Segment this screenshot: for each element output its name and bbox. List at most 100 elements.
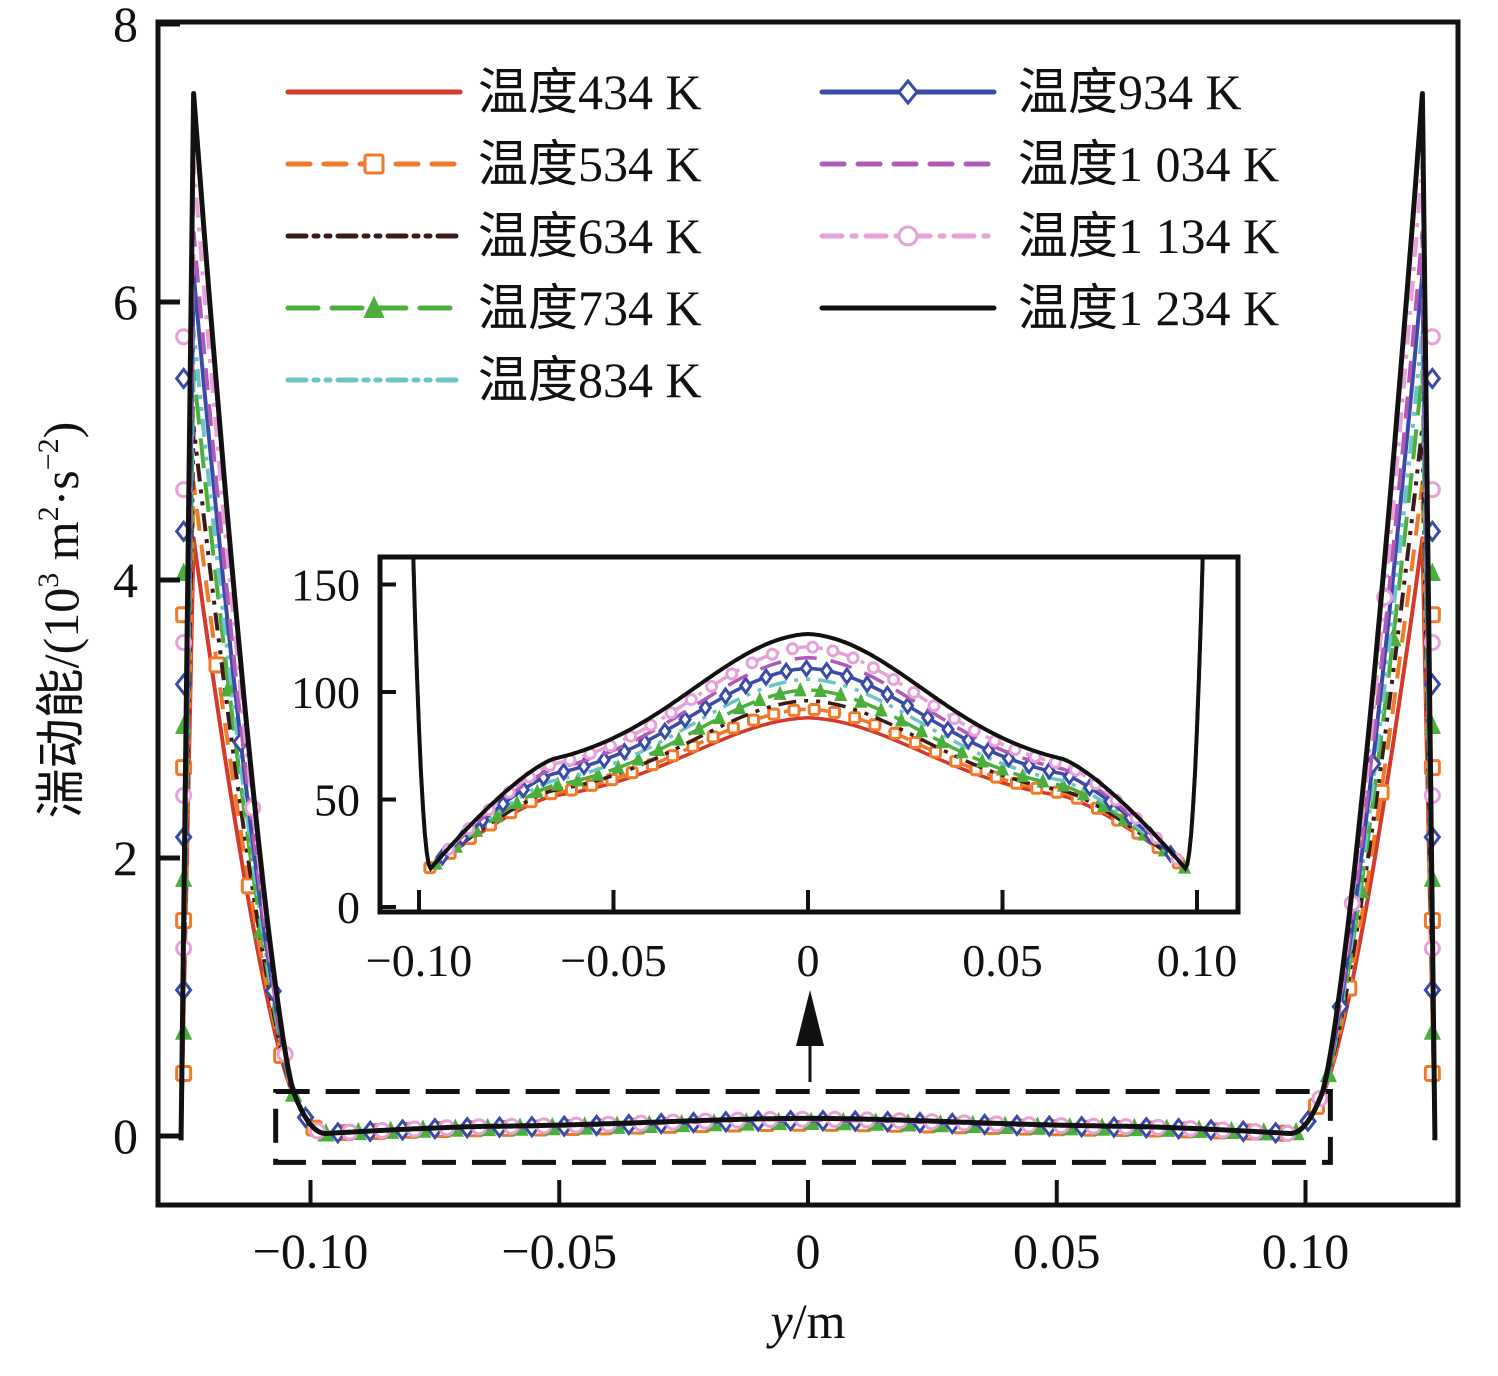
x-tick-label: −0.10 (253, 1223, 369, 1279)
square-marker (747, 713, 761, 727)
diamond-marker (779, 661, 794, 681)
triangle-marker (753, 691, 767, 706)
x-tick-label: 0.10 (1262, 1223, 1350, 1279)
inset-series-line (411, 559, 1205, 872)
legend-label: 温度834 K (478, 352, 702, 408)
circle-marker (806, 640, 820, 654)
diamond-marker (880, 684, 895, 704)
diamond-marker (860, 674, 874, 694)
y-tick-label: 2 (113, 830, 138, 886)
diamond-marker (597, 750, 612, 770)
inset-series-line (411, 559, 1205, 872)
circle-marker (664, 706, 678, 720)
square-marker (827, 705, 841, 719)
x-axis-title: y/m (766, 1293, 846, 1349)
inset-x-tick-label: −0.10 (366, 935, 472, 986)
inset-series-group (411, 559, 1205, 875)
x-tick-label: −0.05 (501, 1223, 617, 1279)
y-tick-label: 8 (113, 0, 138, 52)
diamond-marker (678, 709, 692, 730)
diamond-marker (658, 721, 672, 741)
square-marker (888, 726, 902, 740)
x-tick-label: 0.05 (1013, 1223, 1101, 1279)
diamond-marker (819, 661, 834, 681)
y-axis-title: 湍动能/(103 m2·s−2) (32, 422, 89, 819)
diamond-marker (556, 762, 571, 782)
diamond-marker (900, 696, 915, 716)
triangle-marker (672, 731, 686, 746)
triangle-marker (571, 771, 585, 787)
diamond-marker (1001, 748, 1016, 769)
legend-label: 温度934 K (1018, 64, 1242, 120)
legend-label: 温度434 K (478, 64, 702, 120)
square-marker (807, 703, 821, 717)
inset-pointer-arrow (796, 990, 824, 1082)
triangle-marker (363, 295, 385, 318)
triangle-marker (692, 720, 706, 735)
legend-label: 温度634 K (478, 208, 702, 264)
inset-y-tick-label: 100 (291, 667, 360, 718)
circle-marker (826, 644, 840, 658)
legend-label: 温度1 234 K (1018, 280, 1279, 336)
triangle-marker (1036, 773, 1050, 788)
triangle-marker (975, 753, 989, 768)
main-axes: 0 2 4 6 8 −0.10 −0.05 0 0.05 0.10 (113, 0, 1349, 1279)
triangle-marker (773, 685, 787, 700)
square-marker (787, 703, 801, 717)
y-tick-label: 6 (113, 274, 138, 330)
inset-x-tick-label: 0 (797, 935, 820, 986)
diamond-marker (799, 658, 814, 679)
diamond-marker (759, 667, 773, 687)
circle-marker (967, 723, 981, 737)
inset-x-tick-label: −0.05 (560, 935, 666, 986)
square-marker (929, 745, 943, 759)
triangle-marker (490, 807, 504, 823)
inset-y-tick-label: 150 (291, 560, 360, 611)
circle-marker (947, 712, 961, 726)
square-marker (363, 153, 385, 175)
legend-label: 温度1 134 K (1018, 208, 1279, 264)
triangle-marker (591, 766, 605, 781)
triangle-marker (995, 761, 1010, 776)
triangle-marker (510, 794, 524, 810)
circle-marker (644, 718, 658, 732)
main-series-group (174, 91, 1442, 1145)
triangle-marker (631, 751, 645, 766)
zoom-region-box (273, 1089, 1333, 1165)
triangle-marker (894, 712, 908, 727)
square-marker (706, 730, 720, 744)
circle-marker (866, 661, 880, 675)
legend-label: 温度1 034 K (1018, 136, 1279, 192)
diamond-marker (718, 686, 733, 706)
inset-x-tick-label: 0.05 (962, 935, 1043, 986)
diamond-marker (496, 794, 510, 814)
triangle-marker (732, 699, 747, 715)
circle-marker (927, 699, 941, 713)
circle-marker (907, 685, 921, 699)
square-marker (848, 711, 862, 725)
legend-label: 温度534 K (478, 136, 702, 192)
circle-marker (785, 642, 799, 656)
zoom-region-rect (273, 1089, 1333, 1165)
circle-marker (745, 656, 759, 670)
diamond-marker (840, 666, 854, 686)
inset-background (380, 557, 1238, 912)
triangle-marker (550, 776, 565, 791)
triangle-marker (813, 682, 828, 697)
triangle-marker (874, 702, 888, 717)
diamond-marker (738, 676, 753, 696)
diamond-marker (698, 698, 713, 718)
triangle-marker (935, 733, 949, 749)
circle-marker (765, 647, 779, 661)
legend-label: 温度734 K (478, 280, 702, 336)
inset-y-tick-label: 50 (314, 775, 360, 826)
x-tick-label: 0 (796, 1223, 821, 1279)
square-marker (767, 707, 781, 721)
inset-axes: 0 50 100 150 −0.10 −0.05 0 0.05 0.10 (291, 560, 1237, 987)
diamond-marker (897, 78, 919, 106)
diamond-marker (941, 719, 955, 740)
square-marker (666, 749, 680, 763)
circle-marker (846, 651, 860, 665)
triangle-marker (1076, 785, 1090, 801)
